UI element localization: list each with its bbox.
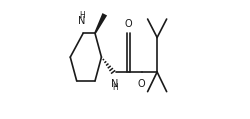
Polygon shape (94, 13, 107, 34)
Text: H: H (112, 83, 117, 92)
Text: O: O (125, 19, 132, 29)
Text: N: N (78, 16, 86, 26)
Text: N: N (111, 79, 118, 89)
Text: O: O (138, 79, 145, 89)
Text: H: H (79, 11, 85, 20)
